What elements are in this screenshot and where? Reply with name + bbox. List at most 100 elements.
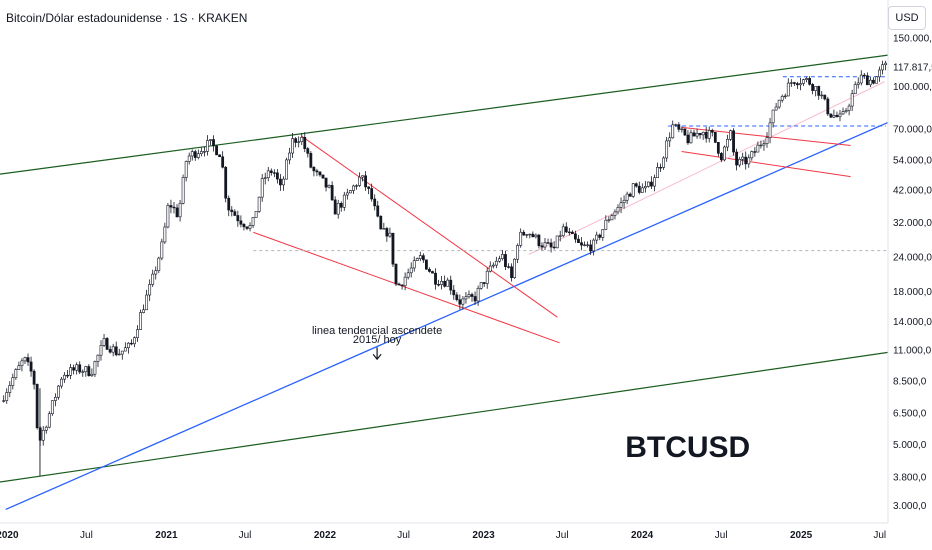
symbol-label: BTCUSD <box>625 431 750 464</box>
x-tick-label: Jul <box>715 530 728 541</box>
candle-body <box>607 219 611 221</box>
candle-body <box>418 255 422 259</box>
candle-body <box>130 342 133 345</box>
candle-body <box>753 151 757 153</box>
candle-body <box>330 185 334 201</box>
candle-body <box>397 283 401 286</box>
candle-body <box>537 234 541 247</box>
candle-body <box>765 137 769 144</box>
candle-body <box>759 144 763 147</box>
candle-body <box>835 115 839 118</box>
candle-body <box>166 205 170 228</box>
candle-body <box>811 84 815 91</box>
candle-body <box>504 254 507 267</box>
candle-body <box>412 260 416 269</box>
candle-body <box>525 234 529 236</box>
currency-button[interactable]: USD <box>888 6 926 30</box>
candle-body <box>35 384 39 429</box>
candle-body <box>732 130 735 153</box>
candle-body <box>455 294 459 301</box>
candle-body <box>209 139 212 141</box>
candle-body <box>117 353 121 356</box>
candle-body <box>47 413 51 428</box>
candle-body <box>136 329 139 338</box>
candle-body <box>823 94 827 100</box>
y-tick-label: 70.000,0 <box>893 125 932 136</box>
candle-body <box>315 170 319 173</box>
candle-body <box>546 242 550 244</box>
candle-body <box>656 167 659 179</box>
candle-body <box>738 158 742 166</box>
candle-body <box>221 156 225 168</box>
candle-body <box>8 385 12 393</box>
candle-body <box>370 188 374 200</box>
candle-body <box>719 153 723 161</box>
candle-body <box>342 194 346 208</box>
candle-body <box>355 185 358 187</box>
candle-body <box>856 82 860 85</box>
x-tick-label: Jul <box>80 530 93 541</box>
candle-body <box>142 309 145 313</box>
candle-body <box>437 284 440 286</box>
candle-body <box>470 294 474 297</box>
x-tick-label: 2025 <box>790 530 813 541</box>
candle-body <box>786 82 790 97</box>
candle-body <box>428 268 431 272</box>
candle-body <box>187 155 191 162</box>
candle-body <box>348 190 352 194</box>
candle-body <box>580 242 583 246</box>
candle-body <box>799 83 802 86</box>
candle-body <box>476 287 480 302</box>
candle-body <box>549 242 553 248</box>
candle-body <box>741 156 745 160</box>
candle-body <box>601 229 605 238</box>
candle-body <box>686 134 690 144</box>
candle-body <box>583 244 586 246</box>
candle-body <box>540 245 544 248</box>
candle-body <box>224 166 228 199</box>
candle-body <box>50 400 54 414</box>
candle-body <box>756 144 760 153</box>
candle-body <box>519 231 523 246</box>
x-tick-label: 2021 <box>155 530 178 541</box>
candle-body <box>543 242 547 248</box>
candle-body <box>96 354 100 362</box>
candle-body <box>628 193 632 197</box>
candle-body <box>464 296 468 300</box>
y-tick-label: 5.000,0 <box>893 440 927 451</box>
price-axis[interactable]: 150.000,0 100.000,0 70.000,0 54.000,0 42.000… <box>893 34 932 512</box>
candle-body <box>865 75 869 86</box>
candle-body <box>838 113 842 118</box>
x-tick-label: 2024 <box>631 530 654 541</box>
candle-body <box>324 177 328 188</box>
candle-body <box>747 157 751 165</box>
candle-body <box>145 294 149 311</box>
candle-body <box>884 62 888 66</box>
time-axis[interactable]: 2020 Jul 2021 Jul 2022 Jul 2023 Jul 2024 Jul 2025 J… <box>0 530 886 541</box>
y-tick-label: 14.000,0 <box>893 317 932 328</box>
candle-body <box>665 140 669 159</box>
y-tick-label: 54.000,0 <box>893 156 932 167</box>
y-tick-label: 18.000,0 <box>893 287 932 298</box>
candle-body <box>841 111 845 115</box>
candle-body <box>671 124 675 139</box>
candle-body <box>869 79 872 86</box>
candle-body <box>780 96 784 101</box>
candle-body <box>151 273 155 285</box>
candle-body <box>421 255 425 261</box>
candle-body <box>832 115 836 118</box>
candle-body <box>391 232 395 265</box>
candle-body <box>808 78 811 85</box>
candle-body <box>434 272 437 285</box>
candle-body <box>227 197 231 211</box>
candle-body <box>373 198 377 207</box>
candle-body <box>388 232 392 237</box>
candle-body <box>461 298 465 305</box>
candle-body <box>172 206 176 209</box>
candle-body <box>53 396 57 401</box>
candle-body <box>625 193 629 201</box>
candle-body <box>120 350 124 355</box>
candle-body <box>148 284 152 296</box>
candle-body <box>78 364 82 373</box>
candle-body <box>336 203 340 215</box>
